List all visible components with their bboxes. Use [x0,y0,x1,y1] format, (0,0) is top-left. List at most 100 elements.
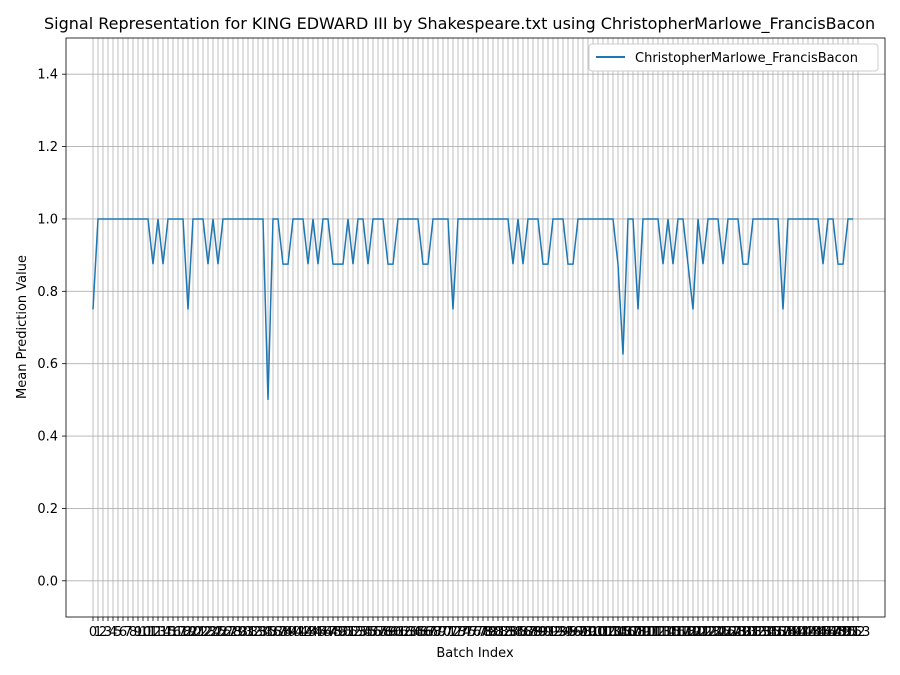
x-tick-label: 38 [275,625,292,640]
x-tick-label: 81 [490,625,507,640]
x-tick-label: 107 [616,625,641,640]
x-tick-label: 88 [525,625,542,640]
x-tick-label: 119 [676,625,701,640]
x-tick-label: 132 [741,625,766,640]
x-tick-label: 44 [305,625,322,640]
x-tick-label: 75 [460,625,477,640]
x-tick-label: 145 [806,625,831,640]
x-tick-label: 20 [185,625,202,640]
x-tick-label: 105 [606,625,631,640]
x-tick-label: 139 [776,625,801,640]
x-tick-label: 80 [485,625,502,640]
legend-label: ChristopherMarlowe_FrancisBacon [635,51,858,66]
x-tick-label: 41 [290,625,307,640]
x-tick-label: 65 [410,625,427,640]
x-tick-label: 118 [671,625,696,640]
x-tick-label: 85 [510,625,527,640]
x-tick-label: 0 [89,625,97,640]
x-tick-label: 122 [691,625,716,640]
x-tick-label: 10 [135,625,152,640]
x-tick-label: 142 [791,625,816,640]
x-tick-label: 144 [801,625,826,640]
x-tick-label: 22 [195,625,212,640]
x-tick-label: 84 [505,625,522,640]
x-tick-label: 54 [355,625,372,640]
x-tick-label: 124 [701,625,726,640]
x-tick-label: 47 [320,625,337,640]
x-tick-label: 93 [550,625,567,640]
x-tick-label: 89 [530,625,547,640]
x-tick-label: 55 [360,625,377,640]
x-axis-label: Batch Index [436,646,514,661]
x-tick-label: 71 [440,625,457,640]
x-tick-label: 62 [395,625,412,640]
x-tick-label: 96 [565,625,582,640]
x-tick-label: 109 [626,625,651,640]
x-tick-label: 98 [575,625,592,640]
x-tick-label: 147 [816,625,841,640]
x-tick-label: 86 [515,625,532,640]
x-tick-label: 87 [520,625,537,640]
y-tick-label: 0.4 [37,430,58,445]
x-tick-label: 146 [811,625,836,640]
y-tick-label: 1.4 [37,68,58,83]
x-tick-label: 40 [285,625,302,640]
x-tick-label: 4 [109,625,117,640]
x-tick-label: 143 [796,625,821,640]
x-tick-label: 91 [540,625,557,640]
x-tick-label: 5 [114,625,122,640]
x-tick-label: 68 [425,625,442,640]
x-tick-label: 39 [280,625,297,640]
x-tick-label: 136 [761,625,786,640]
x-tick-label: 1 [94,625,102,640]
x-tick-label: 59 [380,625,397,640]
y-gridlines [66,73,885,582]
x-tick-label: 141 [786,625,811,640]
x-tick-label: 94 [555,625,572,640]
x-tick-label: 83 [500,625,517,640]
y-axis-ticks: 0.0 0.2 0.4 0.6 0.8 1.0 1.2 1.4 [37,68,66,589]
x-tick-label: 72 [445,625,462,640]
x-tick-label: 70 [435,625,452,640]
y-tick-label: 0.2 [37,502,58,517]
x-tick-label: 137 [766,625,791,640]
x-tick-label: 53 [350,625,367,640]
x-tick-label: 60 [385,625,402,640]
series-layer [92,218,854,400]
x-tick-label: 35 [260,625,277,640]
x-tick-label: 67 [420,625,437,640]
x-tick-label: 92 [545,625,562,640]
x-tick-label: 126 [711,625,736,640]
x-tick-label: 97 [570,625,587,640]
x-tick-label: 43 [300,625,317,640]
x-tick-label: 28 [225,625,242,640]
legend-box [588,43,879,72]
x-tick-label: 61 [390,625,407,640]
x-tick-label: 138 [771,625,796,640]
x-tick-label: 134 [751,625,776,640]
x-tick-label: 114 [651,625,676,640]
x-tick-label: 123 [696,625,721,640]
x-tick-label: 2 [99,625,107,640]
y-tick-label: 0.6 [37,357,58,372]
x-gridlines [92,38,859,617]
x-tick-label: 49 [330,625,347,640]
x-tick-label: 99 [580,625,597,640]
y-axis-label: Mean Prediction Value [15,255,30,399]
x-tick-label: 100 [581,625,606,640]
x-tick-label: 152 [841,625,866,640]
x-tick-label: 33 [250,625,267,640]
x-tick-label: 148 [821,625,846,640]
x-tick-label: 125 [706,625,731,640]
x-tick-label: 3 [104,625,112,640]
x-tick-label: 108 [621,625,646,640]
x-tick-label: 8 [129,625,137,640]
x-tick-label: 15 [160,625,177,640]
x-tick-label: 64 [405,625,422,640]
x-tick-label: 111 [636,625,661,640]
x-tick-label: 27 [220,625,237,640]
x-tick-label: 74 [455,625,472,640]
x-axis-ticks: 0123456789101112131415161718192021222324… [89,617,870,640]
x-tick-label: 131 [736,625,761,640]
x-tick-label: 31 [240,625,257,640]
